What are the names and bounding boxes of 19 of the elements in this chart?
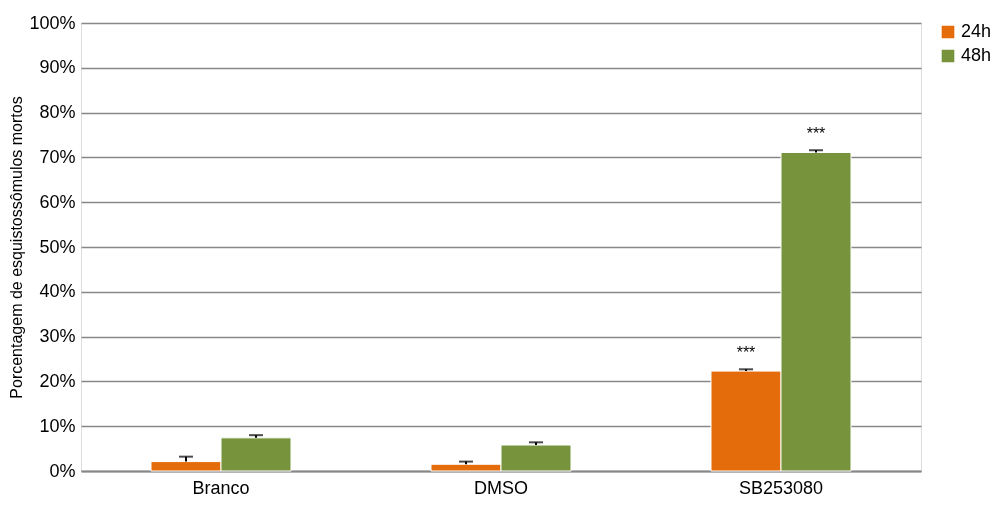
annotation: ***	[806, 125, 826, 143]
y-tick-label: 90%	[39, 57, 76, 78]
y-tick-label: 20%	[39, 370, 76, 391]
y-tick-label: 100%	[29, 12, 76, 33]
y-tick-label: 60%	[39, 191, 76, 212]
x-tick-label: SB253080	[738, 477, 824, 498]
y-tick-label: 0%	[49, 460, 76, 481]
y-tick-label: 50%	[39, 236, 76, 257]
y-tick-label: 70%	[39, 146, 76, 167]
x-tick-label: DMSO	[474, 477, 528, 498]
y-axis-title: Porcentagem de esquistossômulos mortos	[8, 96, 26, 399]
legend-label: 48h	[961, 45, 992, 65]
legend-label: 24h	[961, 21, 992, 41]
y-tick-label: 30%	[39, 326, 76, 347]
annotation: ***	[736, 344, 756, 362]
y-tick-label: 10%	[39, 415, 76, 436]
y-tick-label: 40%	[39, 281, 76, 302]
x-tick-label: Branco	[192, 477, 250, 498]
y-tick-label: 80%	[39, 102, 76, 123]
